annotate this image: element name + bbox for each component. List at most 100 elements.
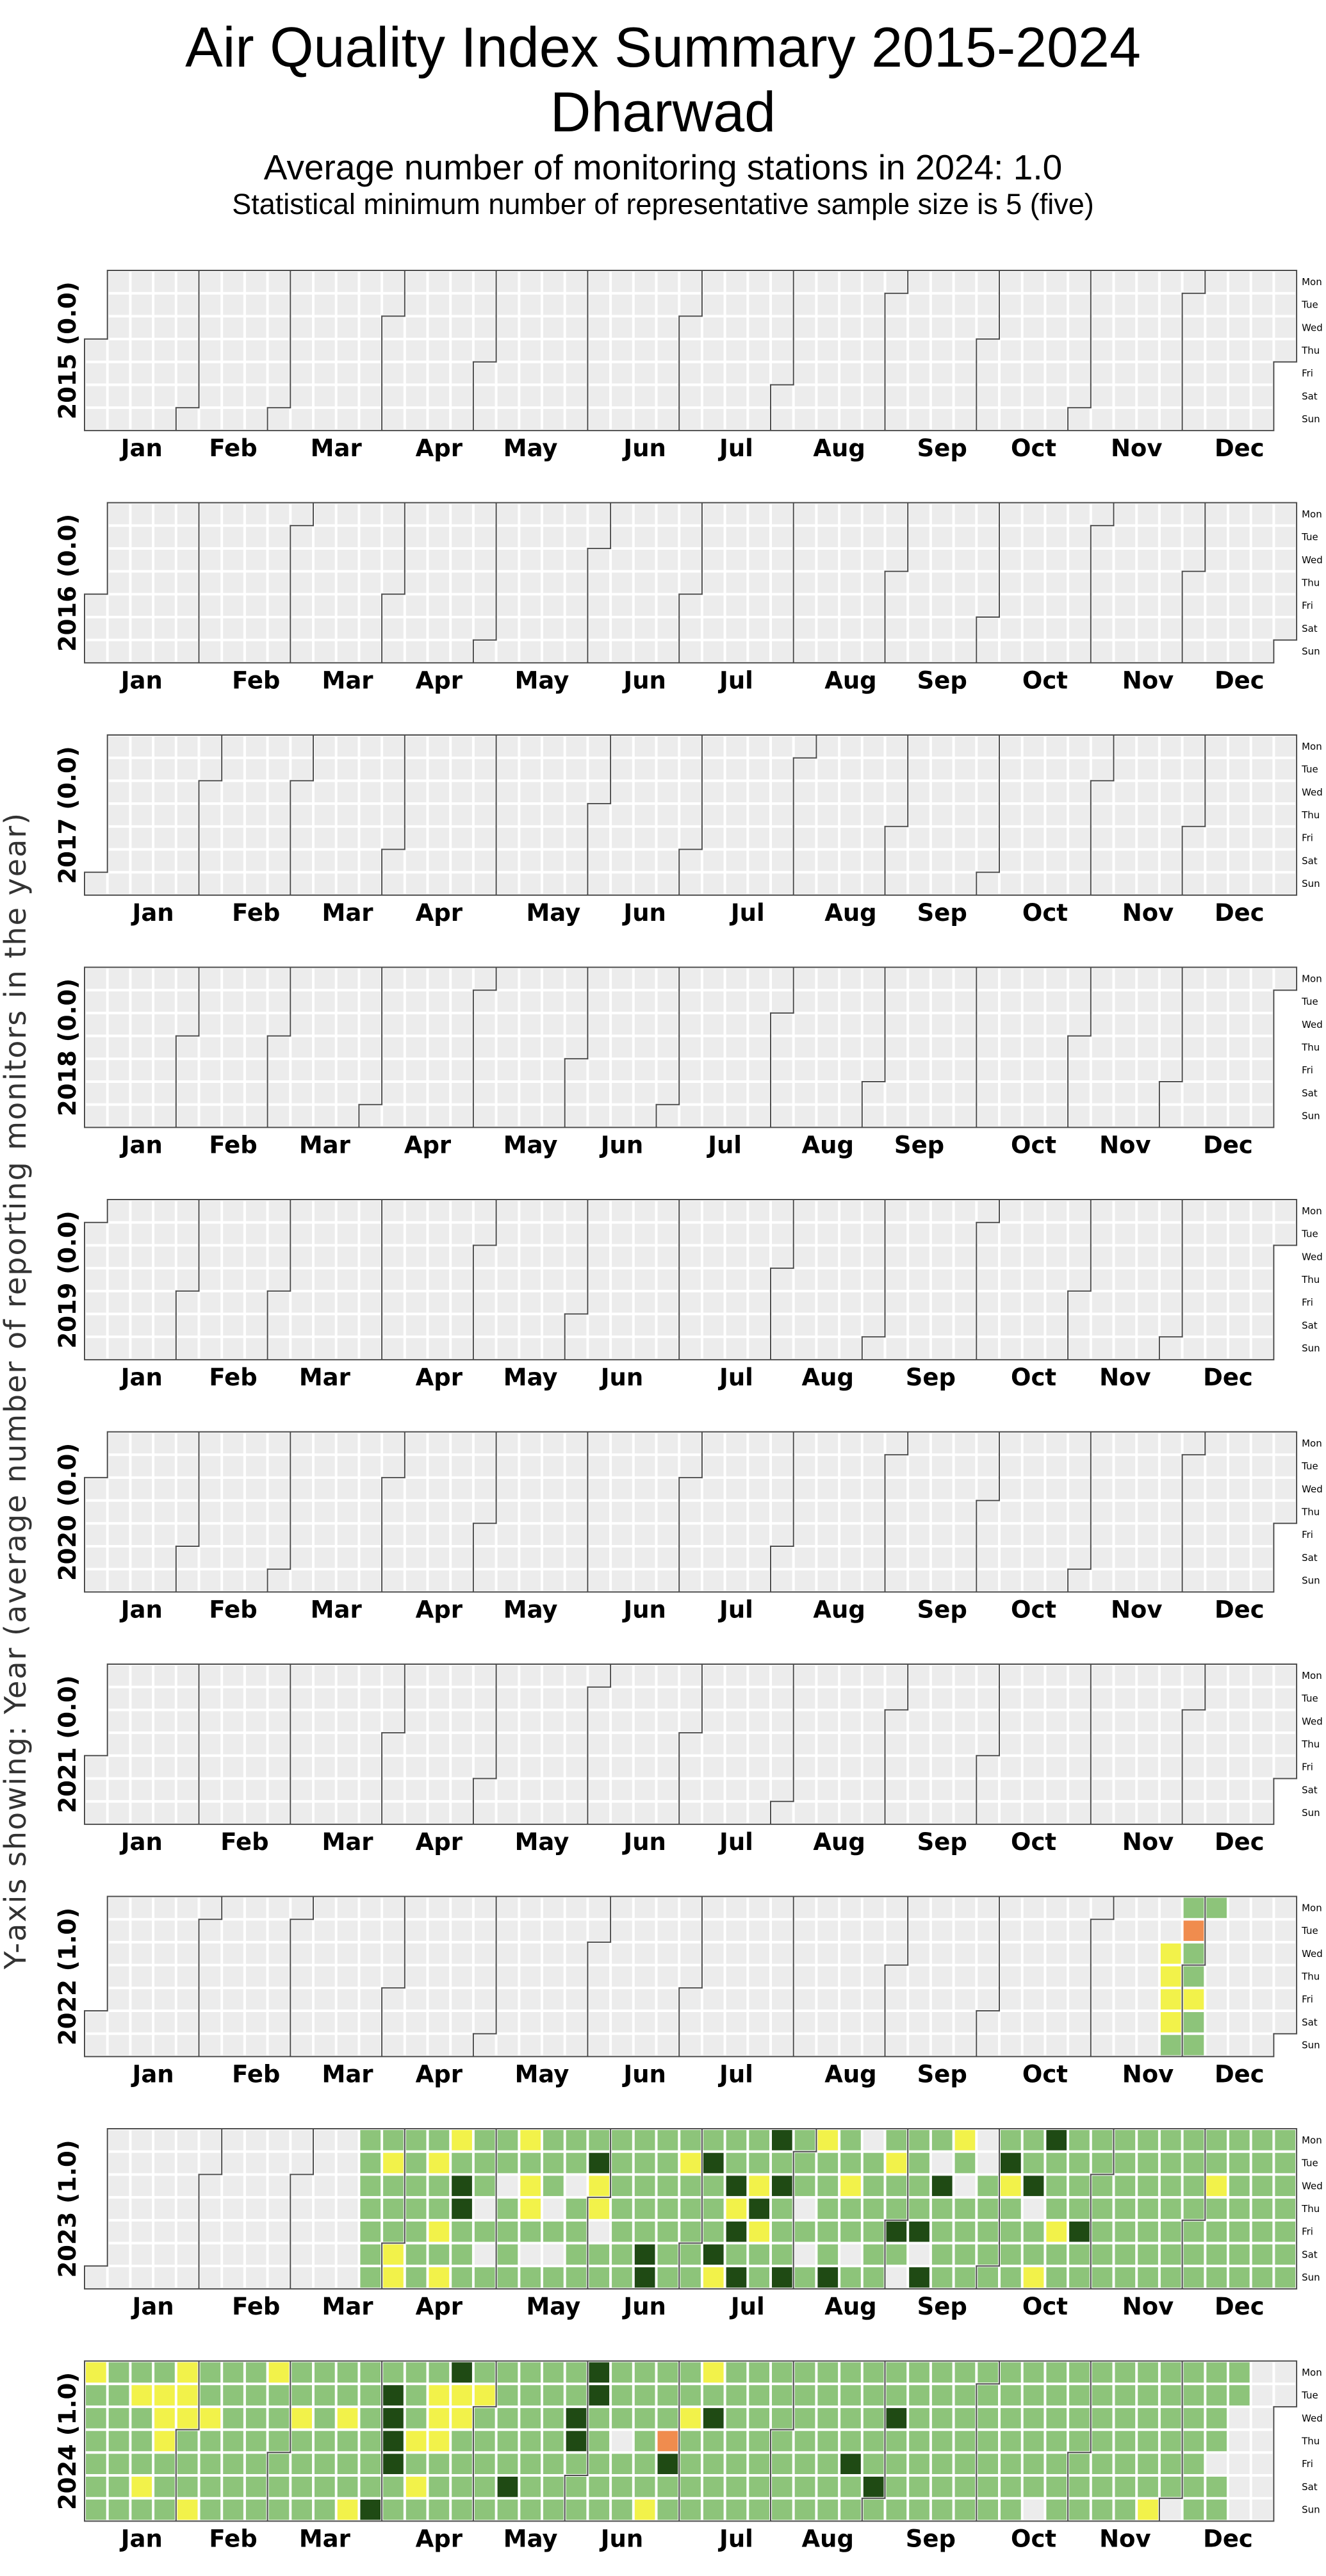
day-cell-2018-06-16 bbox=[612, 1083, 632, 1103]
day-cell-2018-04-13 bbox=[405, 1060, 427, 1080]
day-cell-2019-12-02 bbox=[1183, 1201, 1204, 1221]
month-label-2015-jun: Jun bbox=[621, 434, 666, 462]
day-cell-2017-07-05 bbox=[703, 782, 724, 803]
day-cell-2024-02-04 bbox=[177, 2499, 198, 2520]
day-cell-2023-06-19 bbox=[657, 2130, 678, 2151]
day-cell-2023-05-24 bbox=[566, 2176, 587, 2197]
day-cell-2020-03-13 bbox=[315, 1524, 335, 1545]
day-cell-2016-11-29 bbox=[1183, 527, 1204, 547]
day-cell-2021-12-03 bbox=[1183, 1756, 1204, 1778]
day-cell-2021-06-16 bbox=[634, 1711, 655, 1732]
weekday-label-2023-fri: Fri bbox=[1302, 2226, 1313, 2238]
day-cell-2020-02-26 bbox=[268, 1478, 290, 1499]
day-cell-2022-03-08 bbox=[315, 1920, 335, 1941]
day-cell-2023-07-29 bbox=[772, 2244, 792, 2265]
day-cell-2019-12-19 bbox=[1229, 1269, 1250, 1290]
day-cell-2024-12-12 bbox=[1206, 2431, 1227, 2452]
day-cell-2016-05-27 bbox=[566, 595, 587, 616]
day-cell-2015-01-13 bbox=[131, 294, 152, 315]
day-cell-2016-09-29 bbox=[978, 572, 998, 593]
day-cell-2015-08-05 bbox=[794, 317, 815, 338]
day-cell-2020-03-19 bbox=[337, 1501, 358, 1523]
day-cell-2022-05-08 bbox=[497, 2035, 518, 2056]
day-cell-2019-08-13 bbox=[817, 1223, 839, 1244]
day-cell-2023-09-18 bbox=[954, 2130, 976, 2151]
day-cell-2020-08-09 bbox=[794, 1570, 815, 1591]
day-cell-2024-11-25 bbox=[1160, 2362, 1181, 2383]
day-cell-2022-09-09 bbox=[909, 1989, 929, 2010]
day-cell-2020-09-10 bbox=[909, 1501, 929, 1523]
day-cell-2016-12-30 bbox=[1275, 595, 1296, 616]
day-cell-2017-12-09 bbox=[1206, 850, 1227, 871]
day-cell-2019-01-06 bbox=[86, 1338, 106, 1358]
day-cell-2022-12-31 bbox=[1275, 2012, 1296, 2033]
day-cell-2017-07-06 bbox=[703, 805, 724, 825]
day-cell-2017-10-08 bbox=[1001, 873, 1021, 894]
day-cell-2020-01-19 bbox=[131, 1570, 152, 1591]
day-cell-2015-11-10 bbox=[1115, 294, 1136, 315]
day-cell-2018-11-17 bbox=[1115, 1083, 1136, 1103]
day-cell-2018-02-02 bbox=[177, 1060, 198, 1080]
day-cell-2019-03-21 bbox=[337, 1269, 358, 1290]
day-cell-2016-04-09 bbox=[405, 618, 427, 639]
day-cell-2015-10-27 bbox=[1069, 294, 1090, 315]
day-cell-2023-08-29 bbox=[886, 2152, 907, 2174]
day-cell-2022-04-01 bbox=[383, 1989, 404, 2010]
day-cell-2023-05-10 bbox=[520, 2176, 541, 2197]
day-cell-2017-07-03 bbox=[703, 736, 724, 757]
day-cell-2016-11-30 bbox=[1183, 549, 1204, 570]
day-cell-2020-04-03 bbox=[383, 1524, 404, 1545]
day-cell-2018-03-22 bbox=[337, 1037, 358, 1058]
day-cell-2017-07-21 bbox=[749, 827, 769, 848]
day-cell-2024-12-24 bbox=[1252, 2385, 1273, 2406]
day-cell-2021-09-12 bbox=[909, 1803, 929, 1823]
day-cell-2017-09-27 bbox=[978, 782, 998, 803]
day-cell-2015-08-24 bbox=[863, 272, 884, 292]
day-cell-2017-05-22 bbox=[566, 736, 587, 757]
day-cell-2015-02-11 bbox=[223, 317, 243, 338]
day-cell-2020-07-30 bbox=[772, 1501, 792, 1523]
day-cell-2016-05-03 bbox=[497, 527, 518, 547]
day-cell-2015-05-22 bbox=[543, 363, 564, 384]
day-cell-2019-08-12 bbox=[817, 1201, 839, 1221]
day-cell-2021-01-05 bbox=[108, 1688, 129, 1709]
day-cell-2015-12-25 bbox=[1252, 363, 1273, 384]
day-cell-2017-07-04 bbox=[703, 759, 724, 780]
day-cell-2023-05-18 bbox=[543, 2199, 564, 2219]
day-cell-2021-10-14 bbox=[1023, 1734, 1044, 1754]
day-cell-2019-07-17 bbox=[726, 1246, 747, 1267]
day-cell-2015-07-19 bbox=[726, 409, 747, 429]
day-cell-2021-04-16 bbox=[429, 1756, 450, 1778]
day-cell-2024-02-29 bbox=[268, 2431, 290, 2452]
day-cell-2024-03-20 bbox=[337, 2407, 358, 2429]
day-cell-2016-11-12 bbox=[1115, 618, 1136, 639]
day-cell-2021-03-30 bbox=[383, 1688, 404, 1709]
day-cell-2021-05-04 bbox=[497, 1688, 518, 1709]
day-cell-2021-05-22 bbox=[543, 1779, 564, 1801]
day-cell-2024-06-11 bbox=[612, 2385, 632, 2406]
day-cell-2020-02-07 bbox=[200, 1524, 221, 1545]
day-cell-2016-10-27 bbox=[1069, 572, 1090, 593]
day-cell-2023-06-15 bbox=[634, 2199, 655, 2219]
day-cell-2024-12-10 bbox=[1206, 2385, 1227, 2406]
day-cell-2021-08-26 bbox=[863, 1734, 884, 1754]
day-cell-2024-11-18 bbox=[1138, 2362, 1158, 2383]
day-cell-2018-11-16 bbox=[1115, 1060, 1136, 1080]
day-cell-2015-11-09 bbox=[1115, 272, 1136, 292]
day-cell-2015-08-16 bbox=[817, 409, 839, 429]
day-cell-2020-09-12 bbox=[909, 1548, 929, 1568]
day-cell-2020-08-04 bbox=[794, 1456, 815, 1476]
day-cell-2015-09-22 bbox=[954, 294, 976, 315]
day-cell-2022-10-31 bbox=[1092, 1897, 1113, 1919]
day-cell-2024-10-04 bbox=[978, 2454, 998, 2474]
day-cell-2021-02-27 bbox=[268, 1779, 290, 1801]
day-cell-2021-04-07 bbox=[405, 1711, 427, 1732]
day-cell-2024-02-19 bbox=[245, 2362, 266, 2383]
day-cell-2015-02-08 bbox=[200, 409, 221, 429]
year-panel-2022: Jan Feb Mar Apr May Jun Jul Aug Sep Oct Nov DecMonT… bbox=[54, 1895, 1323, 2088]
weekday-label-2024-sat: Sat bbox=[1302, 2481, 1318, 2493]
day-cell-2018-04-20 bbox=[429, 1060, 450, 1080]
day-cell-2024-09-08 bbox=[886, 2499, 907, 2520]
day-cell-2020-01-25 bbox=[154, 1548, 175, 1568]
day-cell-2022-05-11 bbox=[520, 1943, 541, 1964]
